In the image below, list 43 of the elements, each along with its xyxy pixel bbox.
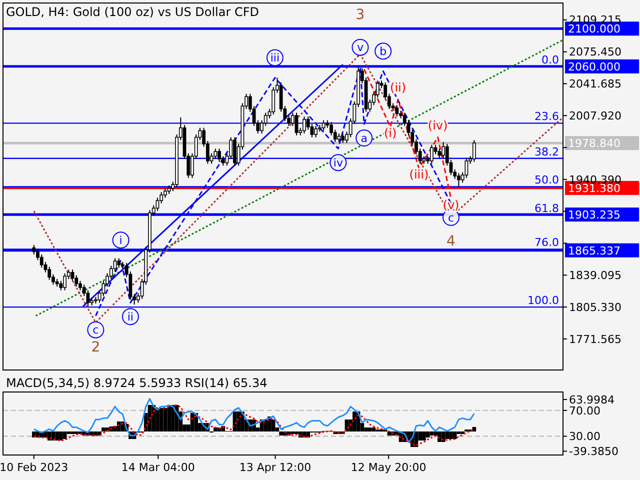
ref-line-label: 1903.235	[568, 208, 620, 222]
y2-tick-label: 70.00	[569, 404, 600, 418]
chart-title: GOLD, H4: Gold (100 oz) vs US Dollar CFD	[6, 5, 260, 19]
x-tick-label: 10 Feb 2023	[0, 461, 68, 474]
annotation: i	[119, 234, 122, 247]
annotation: (iii)	[409, 168, 429, 182]
annotation: c	[448, 211, 454, 224]
annotation: (ii)	[390, 80, 406, 95]
y-tick-label: 2007.920	[569, 109, 622, 122]
y-tick-label: 2041.685	[569, 78, 622, 91]
y-tick-label: 1805.330	[569, 300, 622, 314]
annotation: 38.2	[534, 145, 559, 158]
annotation: 100.0	[528, 294, 559, 308]
y-tick-label: -39.3850	[569, 445, 618, 458]
x-tick-label: 14 Mar 04:00	[121, 461, 195, 474]
annotation: 0.0	[542, 53, 559, 66]
annotation: 61.8	[534, 202, 559, 216]
annotation: b	[380, 44, 387, 58]
ref-line-label: 1865.337	[568, 244, 620, 258]
annotation: c	[92, 324, 99, 337]
ref-line-label: 1978.840	[568, 137, 620, 150]
x-tick-label: 13 Apr 12:00	[239, 461, 312, 474]
annotation: v	[356, 41, 364, 54]
annotation: iii	[270, 52, 280, 65]
annotation: 2	[91, 339, 100, 356]
annotation: 23.6	[534, 110, 559, 124]
y2-tick-label: 30.00	[569, 430, 600, 444]
annotation: (i)	[384, 126, 397, 140]
annotation: 4	[446, 234, 456, 250]
annotation: ii	[127, 310, 134, 324]
ref-line-label: 2060.000	[568, 60, 620, 74]
y-tick-label: 63.9984	[569, 393, 614, 406]
annotation: a	[360, 132, 368, 145]
y-tick-label: 1771.565	[569, 332, 622, 346]
annotation: 76.0	[534, 236, 559, 250]
chart-title: MACD(5,34,5) 8.9724 5.5933 RSI(14) 65.34	[6, 376, 268, 390]
annotation: 3	[356, 7, 365, 24]
y-tick-label: 1839.095	[569, 268, 622, 282]
annotation: (v)	[442, 198, 460, 212]
x-tick-label: 12 May 20:00	[350, 461, 426, 474]
y-tick-label: 2075.450	[569, 46, 622, 59]
annotation: iv	[333, 156, 344, 170]
annotation: 50.0	[534, 174, 559, 187]
